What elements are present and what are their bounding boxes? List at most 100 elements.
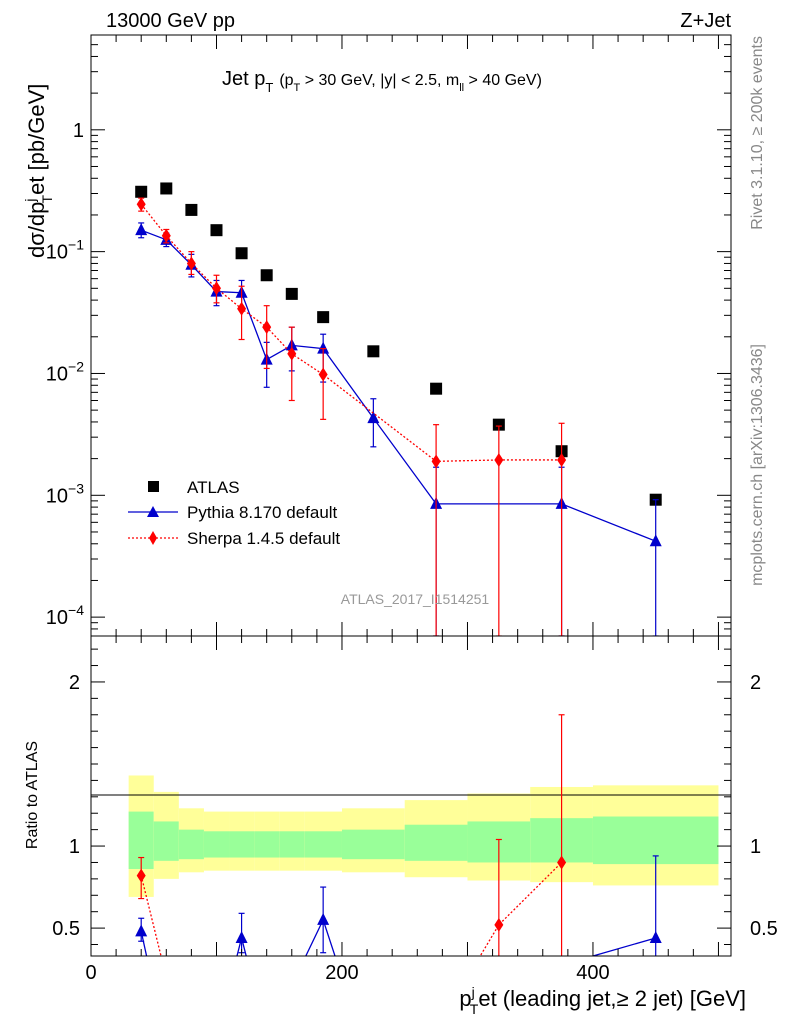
main-panel: 110−110−210−310−4 Jet pT (pT > 30 GeV, |y…: [22, 34, 732, 637]
data-point: [318, 367, 328, 382]
x-axis-label-b: et (leading jet,≥ 2 jet) [GeV]: [478, 986, 746, 1011]
ratio-panel: 0.5 0.5 1 1 2 2 0 200 400 Ratio to ATLAS pj Tet (…: [24, 635, 778, 1017]
ratio-series-layer: [135, 714, 662, 956]
data-point: [367, 411, 380, 424]
inner-band-bin: [404, 824, 468, 861]
mcplots-label: mcplots.cern.ch [arXiv:1306.3436]: [749, 344, 766, 586]
series-2: [136, 197, 567, 636]
legend-marker-sherpa: [149, 531, 157, 545]
data-point: [367, 345, 380, 358]
ratio-uncertainty-bands: [128, 775, 719, 897]
x-axis-label-a: p: [459, 986, 471, 1011]
plot-title-cond-b: > 40 GeV): [464, 72, 542, 89]
legend-marker-atlas: [148, 481, 159, 492]
legend-label-sherpa: Sherpa 1.4.5 default: [187, 529, 340, 548]
data-point: [186, 256, 196, 271]
y-tick-label: 10−2: [46, 358, 84, 385]
data-point: [494, 452, 504, 467]
header-energy-label: 13000 GeV pp: [106, 10, 235, 32]
x-tick-label: 200: [325, 962, 358, 984]
y-tick-label: 10−3: [46, 480, 84, 507]
ratio-y-tick-label-right: 2: [750, 672, 761, 694]
data-point: [235, 247, 248, 260]
legend-label-pythia: Pythia 8.170 default: [187, 503, 338, 522]
data-point: [649, 534, 662, 547]
data-point: [287, 346, 297, 361]
data-point: [430, 382, 443, 395]
error-bar: [263, 305, 270, 370]
ratio-y-tick-label-left: 0.5: [52, 918, 80, 940]
ratio-data-point: [649, 930, 662, 943]
analysis-watermark: ATLAS_2017_I1514251: [341, 591, 490, 607]
series-1: [135, 222, 662, 636]
y-axis-label-sup: j: [22, 198, 38, 202]
inner-band-bin: [279, 831, 305, 858]
data-point: [431, 454, 441, 469]
data-point: [135, 185, 148, 198]
ratio-error-bar: [495, 838, 502, 956]
x-tick-label: 0: [85, 962, 96, 984]
series-0: [135, 182, 662, 506]
ratio-data-point: [235, 930, 248, 943]
y-axis-label-sub: T: [39, 194, 55, 203]
y-tick-label: 10−4: [46, 602, 84, 629]
main-axis-ticks: [90, 34, 731, 637]
ratio-series-line: [140, 862, 563, 956]
error-bar: [320, 347, 327, 420]
ratio-tick-labels: 0.5 0.5 1 1 2 2 0 200 400: [52, 672, 778, 984]
legend: ATLAS Pythia 8.170 default Sherpa 1.4.5 …: [128, 478, 340, 548]
inner-band-bin: [304, 831, 342, 858]
legend-label-atlas: ATLAS: [187, 478, 240, 497]
ratio-data-point: [317, 912, 330, 925]
ratio-y-tick-label-right: 1: [750, 836, 761, 858]
error-bar: [652, 499, 659, 636]
ratio-data-point: [135, 924, 148, 937]
header-process-label: Z+Jet: [680, 10, 731, 32]
data-point: [237, 301, 247, 316]
main-y-tick-labels: 1 10−1 10−2 10−3 10−4: [46, 120, 84, 629]
data-point: [285, 287, 298, 300]
rivet-version-label: Rivet 3.1.10, ≥ 200k events: [749, 36, 766, 230]
ratio-series-1: [136, 714, 567, 956]
plot-title-open-sub: T: [294, 82, 301, 94]
ratio-error-bar: [558, 714, 565, 956]
data-point: [210, 224, 223, 237]
y-axis-label-a: dσ/dp: [24, 202, 49, 258]
ratio-data-point: [494, 917, 504, 932]
plot-title-cond-a: > 30 GeV, |y| < 2.5, m: [300, 72, 459, 89]
ratio-y-tick-label-left: 2: [69, 672, 80, 694]
plot-title-cond-sub: ll: [459, 82, 464, 94]
plot-title: Jet pT (pT > 30 GeV, |y| < 2.5, mll > 40 …: [222, 68, 542, 95]
ratio-frame: [90, 635, 732, 957]
ratio-y-tick-label-left: 1: [69, 836, 80, 858]
y-axis-label-b: et [pb/GeV]: [24, 84, 49, 195]
inner-band-bin: [341, 829, 405, 860]
data-point: [492, 418, 505, 431]
main-series-layer: [135, 182, 662, 636]
series-line: [140, 229, 656, 542]
data-point: [185, 203, 198, 216]
y-tick-label: 1: [73, 120, 84, 142]
data-point: [161, 228, 171, 243]
ratio-error-bar: [652, 855, 659, 956]
plot-title-main-sub: T: [265, 80, 273, 95]
data-point: [211, 281, 221, 296]
error-bar: [288, 326, 295, 402]
x-axis-label: pj Tet (leading jet,≥ 2 jet) [GeV]: [459, 984, 746, 1017]
data-point: [160, 182, 173, 195]
x-axis-label-sub: T: [470, 1001, 479, 1017]
ratio-y-tick-label-right: 0.5: [750, 918, 778, 940]
x-tick-label: 400: [576, 962, 609, 984]
data-point: [317, 311, 330, 324]
legend-marker-pythia: [147, 506, 159, 517]
ratio-series-0: [135, 855, 662, 956]
data-point: [262, 320, 272, 335]
ratio-y-axis-label: Ratio to ATLAS: [24, 741, 41, 849]
data-point: [136, 197, 146, 212]
data-point: [557, 452, 567, 467]
ratio-data-point: [136, 868, 146, 883]
inner-band-bin: [254, 831, 280, 858]
plot-title-main: Jet p: [222, 68, 265, 90]
data-point: [135, 223, 148, 236]
